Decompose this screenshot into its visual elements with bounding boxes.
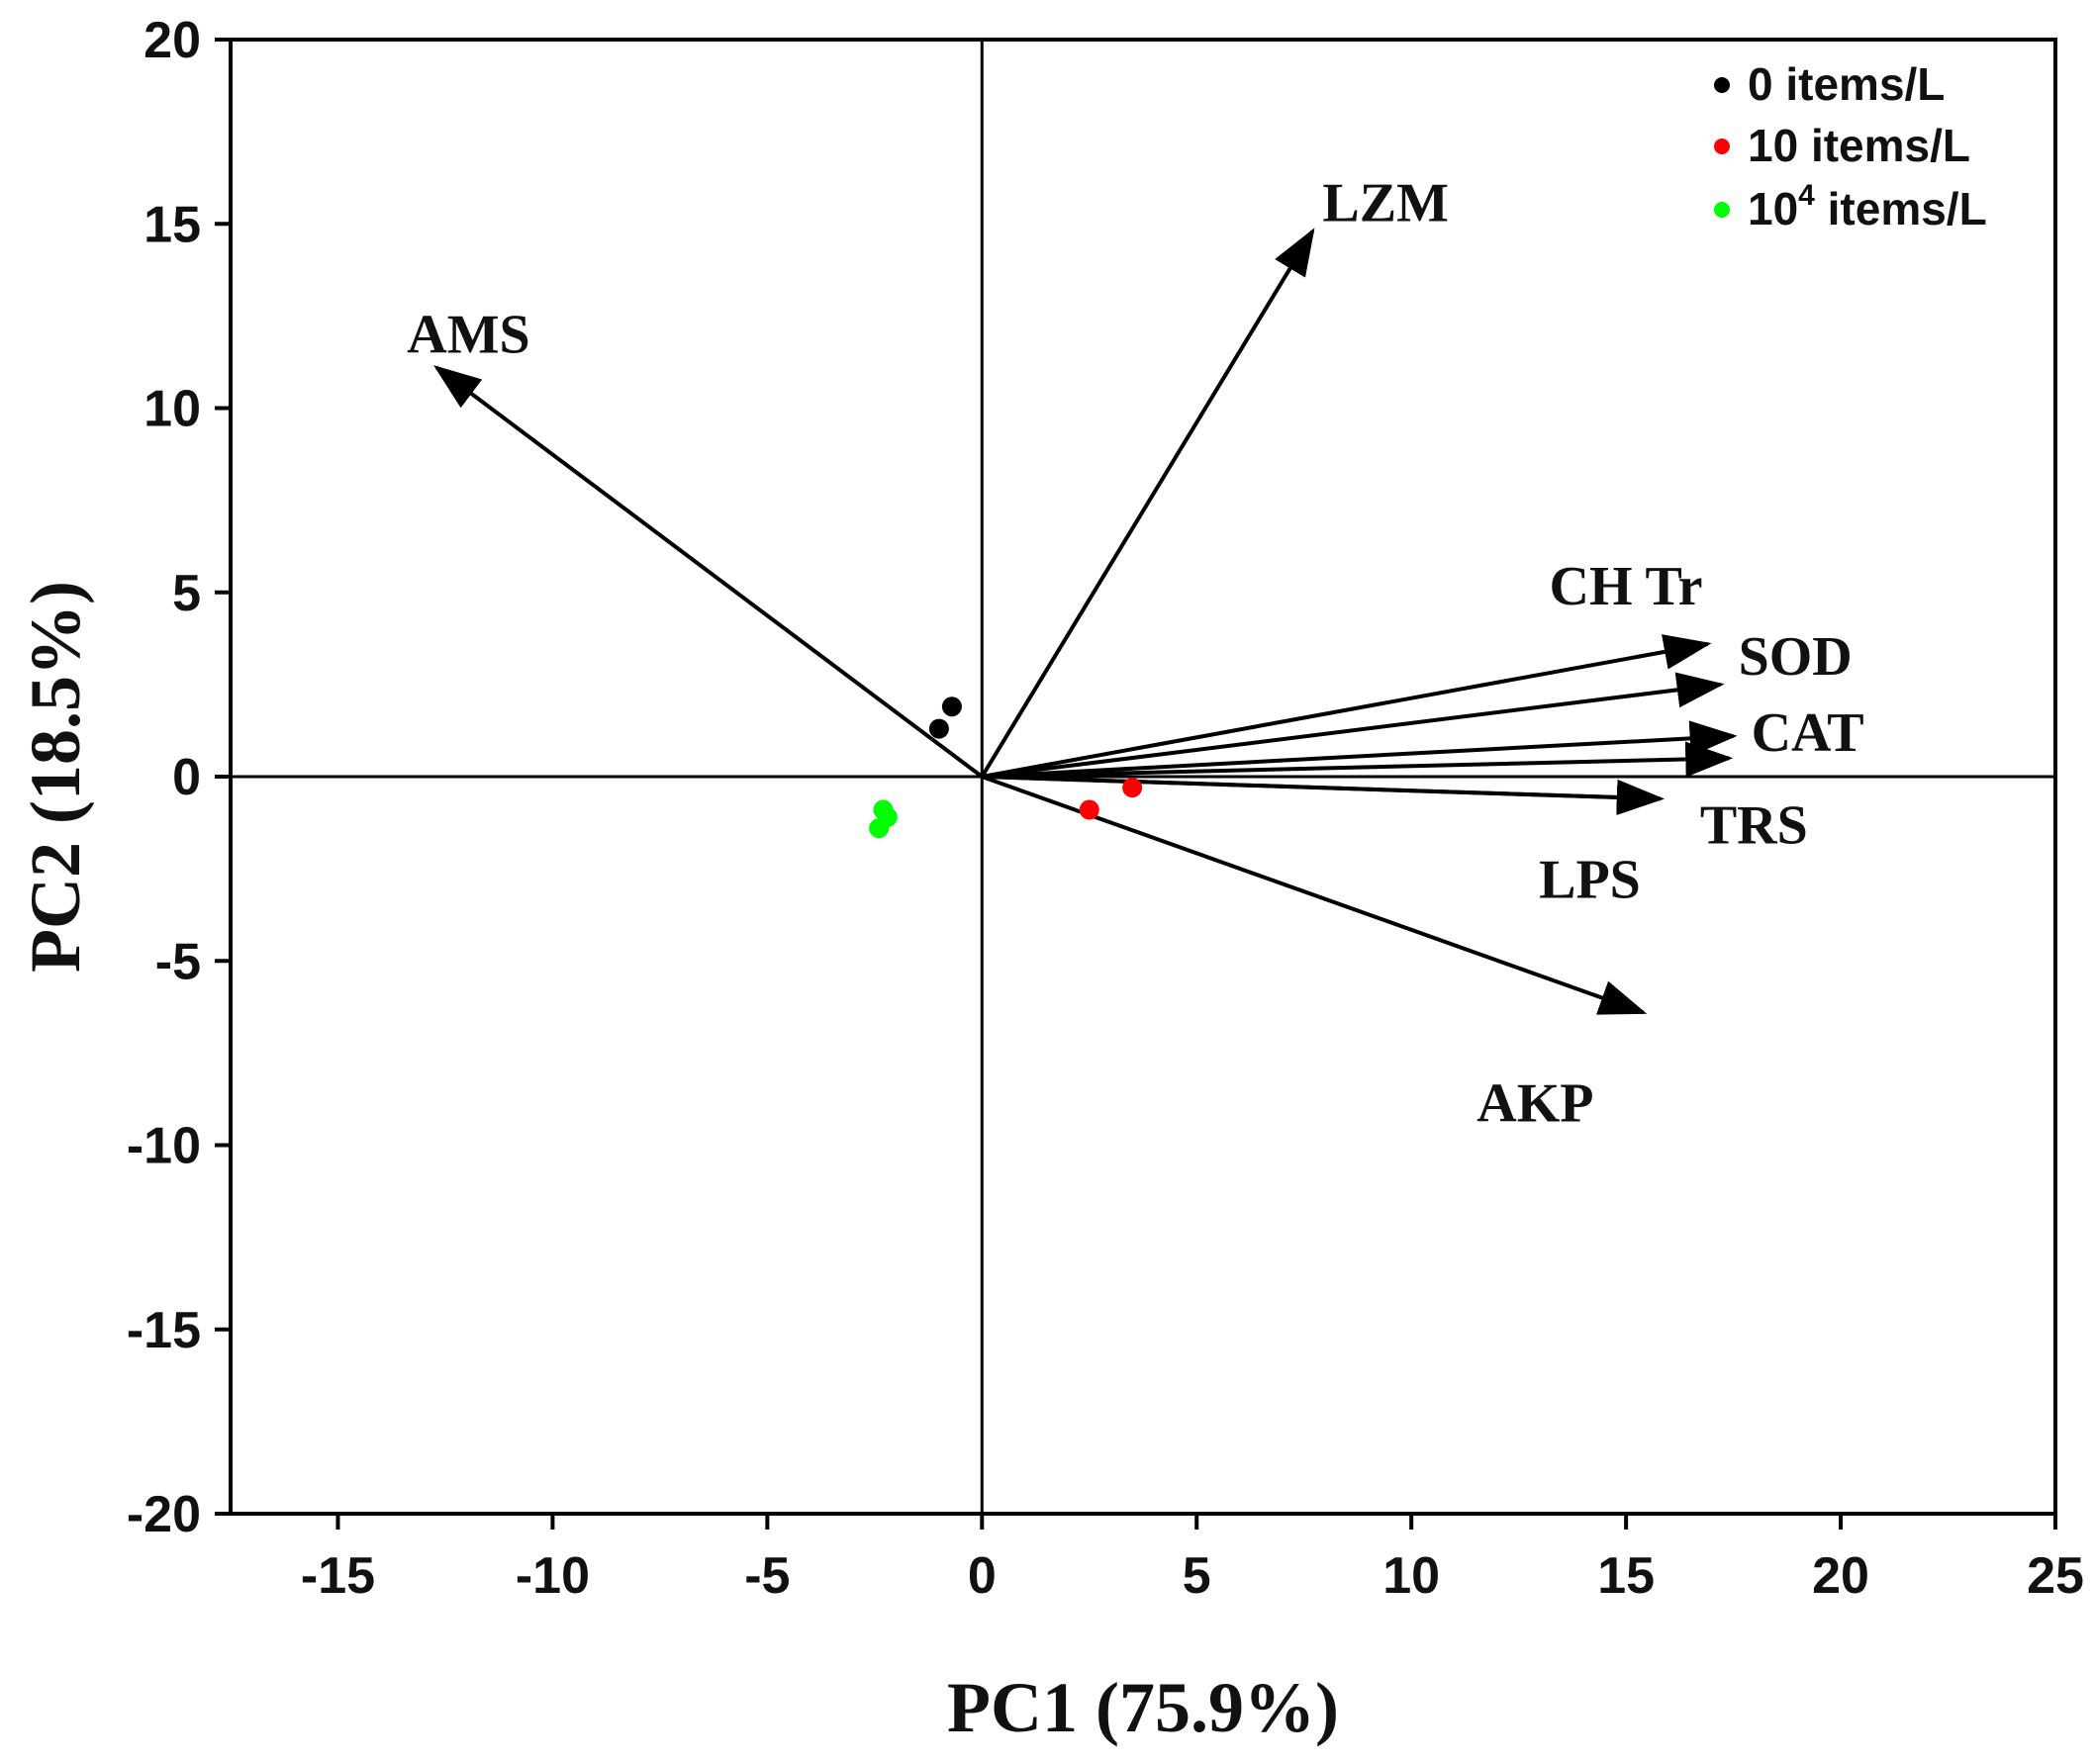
y-tick-label-20: 20 [143,12,201,69]
x-tick-label-5: -5 [744,1547,790,1605]
loading-label-cat: CAT [1752,702,1864,764]
loading-label-sod: SOD [1739,626,1853,688]
x-tick-label-10: -10 [516,1547,590,1605]
score-point-10-items-l-0 [1079,799,1099,820]
score-points [869,696,1143,839]
legend: 0 items/L 10 items/L 104 items/L [1714,58,1987,234]
y-tick-label-15: 15 [143,196,201,253]
loading-vectors: AMS LZM CH Tr SOD CAT TRS LPS AKP [407,173,1863,1135]
legend-marker-10e4-items [1714,202,1730,218]
legend-label-10-items: 10 items/L [1748,120,1970,171]
loading-label-lps: LPS [1539,849,1641,910]
x-tick-label-0: 0 [968,1547,997,1605]
y-axis-ticks: -20 -15 -10 -5 0 5 10 15 20 [127,12,231,1543]
score-point-0-items-l-1 [941,696,962,717]
loading-arrow-lps [982,775,1665,815]
y-tick-label-10: 10 [143,381,201,438]
x-tick-label-15: -15 [301,1547,375,1605]
x-tick-label-15: 15 [1597,1547,1655,1605]
loading-arrow-ch-tr [981,634,1712,779]
legend-label-0-items: 0 items/L [1748,58,1945,110]
y-tick-label-5: -5 [155,933,201,990]
x-tick-label-25: 25 [2027,1547,2084,1605]
loading-label-trs: TRS [1700,794,1808,856]
y-tick-label-0: 0 [172,749,201,806]
loading-label-lzm: LZM [1322,173,1449,234]
loading-arrow-lzm [980,228,1315,779]
x-tick-label-10: 10 [1382,1547,1440,1605]
loading-arrow-unlabeled-5 [982,741,1734,779]
score-point-10e4-items-l-2 [869,818,890,839]
legend-label-10e4-items: 104 items/L [1748,179,1987,234]
legend-marker-0-items [1714,77,1730,93]
legend-marker-10-items [1714,139,1730,154]
y-tick-label-5: 5 [172,565,201,622]
y-tick-label-10: -10 [127,1118,201,1175]
x-tick-label-20: 20 [1812,1547,1869,1605]
x-tick-label-5: 5 [1183,1547,1211,1605]
x-axis-title: PC1 (75.9%) [947,1668,1339,1747]
x-axis-ticks: -15 -10 -5 0 5 10 15 20 25 [301,1514,2084,1605]
y-tick-label-20: -20 [127,1486,201,1543]
score-point-0-items-l-0 [928,718,949,739]
score-point-10-items-l-1 [1122,778,1143,798]
loading-label-akp: AKP [1476,1072,1593,1134]
loading-arrow-ams [433,365,984,779]
loading-label-ch-tr: CH Tr [1550,556,1703,617]
loading-arrow-cat [982,720,1738,779]
loading-label-ams: AMS [407,305,529,366]
y-tick-label-15: -15 [127,1302,201,1359]
zero-reference-lines [231,40,2055,1514]
loading-arrow-sod [982,672,1725,779]
y-axis-title: PC2 (18.5%) [16,581,95,973]
